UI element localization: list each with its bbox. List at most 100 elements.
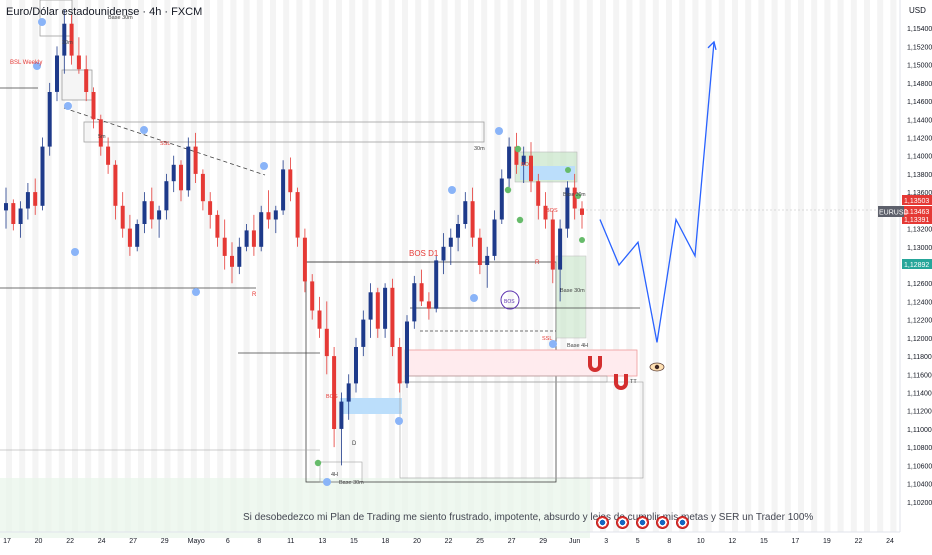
candle — [441, 233, 446, 275]
candle — [332, 347, 337, 448]
candle — [456, 214, 460, 252]
x-tick-label: 8 — [257, 538, 261, 545]
annotation-label: BOS — [521, 162, 533, 168]
session-stripe — [798, 0, 804, 532]
swing-markers — [33, 18, 665, 486]
session-stripe — [296, 0, 303, 532]
y-tick-label: 1,10800 — [907, 445, 932, 452]
annotation-label: 30m — [62, 40, 73, 46]
candle — [281, 160, 286, 215]
price-badge-bg — [902, 206, 932, 216]
swing-marker-green — [314, 459, 322, 467]
economic-event-icon[interactable] — [656, 516, 669, 529]
session-stripe — [771, 0, 778, 532]
annotation-label: Base 4H — [567, 343, 588, 349]
swing-marker — [260, 162, 268, 170]
swing-marker-green — [565, 167, 571, 173]
candle — [76, 37, 81, 74]
swing-marker-green — [579, 237, 585, 243]
swing-marker — [33, 62, 41, 70]
candle — [98, 114, 103, 156]
candle — [339, 392, 344, 466]
session-stripe — [705, 0, 712, 532]
candle — [149, 187, 154, 229]
x-tick-label: 6 — [226, 538, 230, 545]
y-tick-label: 1,10200 — [907, 500, 932, 507]
swing-marker — [192, 288, 200, 296]
price-badge-bg — [902, 214, 932, 224]
annotation-label: BOS — [326, 394, 338, 400]
candle — [266, 190, 271, 229]
candle — [84, 55, 89, 102]
liquidity-zone-bottom — [0, 478, 590, 538]
y-tick-label: 1,14800 — [907, 81, 932, 88]
swing-marker — [495, 127, 503, 135]
session-stripe — [375, 0, 382, 532]
annotation-label: Base 30m — [560, 288, 585, 294]
candle — [514, 132, 519, 174]
y-tick-label: 1,13200 — [907, 227, 932, 234]
candle — [251, 214, 256, 256]
session-stripe — [877, 0, 884, 532]
swing-marker — [448, 186, 456, 194]
magnet-icon — [614, 374, 628, 390]
footer-note: Si desobedezco mi Plan de Trading me sie… — [243, 512, 814, 523]
y-tick-label: 1,15000 — [907, 63, 932, 70]
y-tick-label: 1,11800 — [907, 354, 932, 361]
candle — [405, 315, 409, 388]
session-stripe — [626, 0, 633, 532]
economic-event-icon[interactable] — [596, 516, 609, 529]
session-stripe — [864, 0, 870, 532]
economic-event-icon[interactable] — [636, 516, 649, 529]
candle — [273, 205, 278, 234]
candle — [237, 237, 242, 275]
candle — [120, 192, 125, 238]
projection-line — [599, 41, 715, 343]
candle — [40, 137, 45, 211]
candle — [259, 205, 264, 252]
symbol-badge: EURUSD — [879, 210, 909, 217]
x-tick-label: 12 — [728, 538, 736, 545]
price-badge: 1,13463 — [904, 209, 929, 216]
session-stripe — [837, 0, 844, 532]
candle — [18, 201, 23, 238]
x-tick-label: 5 — [636, 538, 640, 545]
session-stripe — [362, 0, 369, 532]
candle — [390, 278, 395, 357]
x-tick-label: 17 — [792, 538, 800, 545]
candle — [470, 187, 475, 247]
x-tick-label: 20 — [35, 538, 43, 545]
session-stripe — [468, 0, 474, 532]
y-tick-label: 1,12600 — [907, 281, 932, 288]
swing-marker-green — [575, 193, 581, 199]
candle — [485, 246, 490, 288]
price-badge-bg — [902, 259, 932, 269]
economic-event-icon[interactable] — [616, 516, 629, 529]
swing-marker-green — [504, 186, 512, 194]
session-stripe — [441, 0, 448, 532]
y-axis-ticks: 1,15400 1,15200 1,15000 1,14800 1,14600 1,144… — [907, 26, 932, 507]
candle — [397, 337, 402, 393]
session-stripe — [534, 0, 540, 532]
eye-icon — [649, 362, 665, 372]
session-stripe — [151, 0, 158, 532]
economic-event-icon[interactable] — [676, 516, 689, 529]
session-stripe — [336, 0, 342, 532]
candle — [543, 192, 548, 229]
bos-zone-blue — [340, 398, 402, 414]
x-tick-label: 24 — [98, 538, 106, 545]
session-stripe — [32, 0, 39, 532]
swing-marker — [71, 248, 79, 256]
candle — [200, 169, 205, 211]
candle — [426, 292, 431, 320]
session-stripe — [507, 0, 514, 532]
y-tick-label: 1,14600 — [907, 99, 932, 106]
candle — [230, 242, 234, 284]
session-stripe — [890, 0, 897, 532]
x-tick-label: 24 — [886, 538, 894, 545]
y-tick-label: 1,10600 — [907, 463, 932, 470]
